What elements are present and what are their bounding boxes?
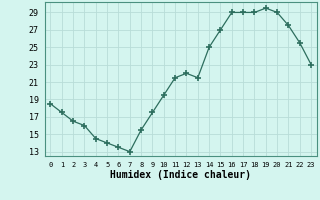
X-axis label: Humidex (Indice chaleur): Humidex (Indice chaleur) [110,170,251,180]
